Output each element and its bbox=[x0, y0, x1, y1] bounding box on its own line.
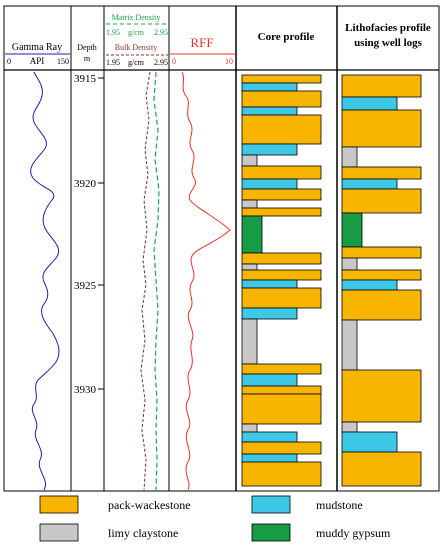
core-block-limy-claystone bbox=[241, 263, 258, 271]
litho-block-pack-wackestone bbox=[341, 451, 422, 487]
matrix-density-title: Matrix Density bbox=[112, 13, 161, 22]
core-block-pack-wackestone bbox=[241, 385, 322, 395]
legend-label-pack-wackestone: pack-wackestone bbox=[108, 498, 191, 512]
gamma-ray-min: 0 bbox=[7, 57, 11, 66]
core-block-pack-wackestone bbox=[241, 90, 322, 108]
litho-block-limy-claystone bbox=[341, 257, 358, 271]
legend-swatch-muddy-gypsum bbox=[251, 523, 291, 542]
matrix-density-min: 1.95 bbox=[106, 28, 120, 37]
lithofacies-title-line2: using well logs bbox=[354, 37, 423, 49]
litho-block-mudstone bbox=[341, 96, 398, 111]
legend-swatch-mudstone bbox=[251, 495, 291, 514]
rff-min: 0 bbox=[172, 57, 176, 66]
litho-block-limy-claystone bbox=[341, 146, 358, 168]
core-block-pack-wackestone bbox=[241, 165, 322, 180]
core-block-mudstone bbox=[241, 82, 298, 92]
core-block-pack-wackestone bbox=[241, 393, 322, 425]
core-profile-column bbox=[241, 74, 322, 487]
legend-label-muddy-gypsum: muddy gypsum bbox=[316, 526, 391, 540]
litho-block-limy-claystone bbox=[341, 421, 358, 433]
core-block-mudstone bbox=[241, 431, 298, 443]
bulk-density-min: 1.95 bbox=[106, 58, 120, 67]
bulk-density-curve bbox=[140, 71, 151, 491]
core-block-muddy-gypsum bbox=[241, 215, 263, 254]
gamma-ray-curve bbox=[30, 71, 60, 491]
litho-block-pack-wackestone bbox=[341, 166, 422, 180]
gamma-ray-unit: API bbox=[30, 56, 45, 66]
litho-block-mudstone bbox=[341, 279, 398, 291]
core-block-mudstone bbox=[241, 178, 298, 190]
matrix-density-unit: g/cm bbox=[128, 28, 145, 37]
core-block-limy-claystone bbox=[241, 318, 258, 365]
litho-block-pack-wackestone bbox=[341, 246, 422, 259]
litho-block-limy-claystone bbox=[341, 319, 358, 371]
core-block-pack-wackestone bbox=[241, 252, 322, 265]
depth-label-3930: 3930 bbox=[74, 384, 97, 396]
core-block-limy-claystone bbox=[241, 154, 258, 167]
core-block-mudstone bbox=[241, 373, 298, 387]
litho-block-pack-wackestone bbox=[341, 188, 422, 214]
bulk-density-unit: g/cm bbox=[128, 58, 145, 67]
core-block-mudstone bbox=[241, 106, 298, 116]
bulk-density-title: Bulk Density bbox=[115, 43, 157, 52]
core-block-pack-wackestone bbox=[241, 441, 322, 455]
core-profile-title: Core profile bbox=[258, 31, 315, 43]
depth-unit: m bbox=[84, 54, 91, 63]
litho-block-pack-wackestone bbox=[341, 289, 422, 321]
legend-label-mudstone: mudstone bbox=[316, 498, 363, 512]
litho-block-pack-wackestone bbox=[341, 74, 422, 98]
core-block-mudstone bbox=[241, 453, 298, 463]
core-block-pack-wackestone bbox=[241, 114, 322, 145]
matrix-density-curve bbox=[153, 71, 160, 491]
legend-swatch-limy-claystone bbox=[39, 523, 79, 542]
core-block-pack-wackestone bbox=[241, 363, 322, 375]
litho-block-mudstone bbox=[341, 178, 398, 190]
core-block-mudstone bbox=[241, 143, 298, 156]
core-block-pack-wackestone bbox=[241, 287, 322, 309]
legend: pack-wackestone mudstone limy claystone … bbox=[39, 495, 391, 542]
core-block-limy-claystone bbox=[241, 423, 258, 433]
core-block-pack-wackestone bbox=[241, 269, 322, 281]
depth-ticks: 3915 3920 3925 3930 bbox=[74, 73, 104, 396]
log-frame bbox=[3, 5, 440, 492]
depth-title: Depth bbox=[77, 43, 97, 52]
core-block-pack-wackestone bbox=[241, 188, 322, 201]
litho-block-pack-wackestone bbox=[341, 369, 422, 423]
depth-label-3925: 3925 bbox=[74, 280, 97, 292]
matrix-density-max: 2.95 bbox=[154, 28, 168, 37]
litho-block-pack-wackestone bbox=[341, 109, 422, 148]
core-block-pack-wackestone bbox=[241, 207, 322, 217]
depth-label-3920: 3920 bbox=[74, 178, 97, 190]
core-block-pack-wackestone bbox=[241, 74, 322, 84]
rff-max: 10 bbox=[225, 57, 233, 66]
core-block-limy-claystone bbox=[241, 199, 258, 209]
core-block-mudstone bbox=[241, 307, 298, 320]
rff-title: RFF bbox=[190, 35, 213, 50]
litho-block-muddy-gypsum bbox=[341, 212, 363, 248]
depth-label-3915: 3915 bbox=[74, 73, 97, 85]
legend-label-limy-claystone: limy claystone bbox=[108, 526, 178, 540]
lithofacies-profile-column bbox=[341, 74, 422, 487]
bulk-density-max: 2.95 bbox=[154, 58, 168, 67]
litho-block-pack-wackestone bbox=[341, 269, 422, 281]
litho-block-mudstone bbox=[341, 431, 398, 453]
legend-swatch-pack-wackestone bbox=[39, 495, 79, 514]
rff-curve bbox=[181, 71, 231, 491]
gamma-ray-max: 150 bbox=[57, 57, 69, 66]
core-block-mudstone bbox=[241, 279, 298, 289]
gamma-ray-title: Gamma Ray bbox=[12, 42, 62, 53]
core-block-pack-wackestone bbox=[241, 461, 322, 487]
lithofacies-title-line1: Lithofacies profile bbox=[345, 22, 431, 34]
